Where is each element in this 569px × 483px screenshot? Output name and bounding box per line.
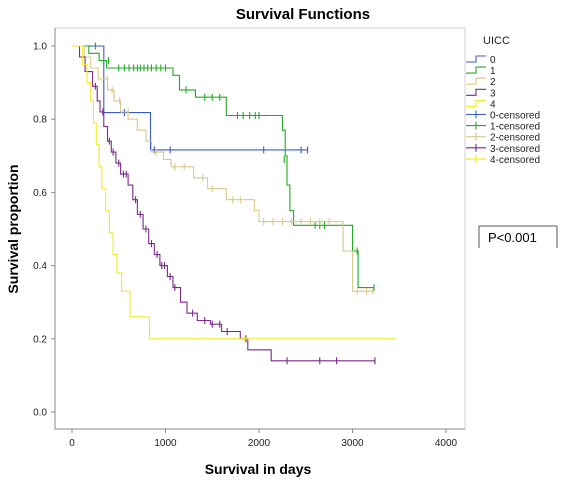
uicc-0-series bbox=[72, 45, 309, 154]
legend: UICC 012340-censored1-censored2-censored… bbox=[466, 35, 540, 166]
legend-swatch-uicc-1 bbox=[466, 66, 486, 74]
y-tick-label: 0.4 bbox=[33, 261, 47, 272]
uicc-0-survival-line bbox=[72, 45, 308, 151]
uicc-4-survival-line bbox=[72, 45, 397, 340]
legend-swatch-uicc-0 bbox=[466, 55, 486, 63]
uicc-2-survival-line bbox=[72, 45, 374, 292]
legend-label-uicc-0-censored: 0-censored bbox=[490, 111, 540, 122]
legend-label-uicc-4-censored: 4-censored bbox=[490, 155, 540, 166]
legend-label-uicc-2: 2 bbox=[490, 77, 496, 88]
x-tick-label: 3000 bbox=[341, 438, 364, 449]
y-tick-label: 0.6 bbox=[33, 188, 47, 199]
legend-label-uicc-1-censored: 1-censored bbox=[490, 122, 540, 133]
legend-items: 012340-censored1-censored2-censored3-cen… bbox=[466, 55, 540, 166]
legend-label-uicc-3-censored: 3-censored bbox=[490, 144, 540, 155]
uicc-2-series bbox=[72, 45, 374, 295]
legend-label-uicc-1: 1 bbox=[490, 66, 496, 77]
uicc-1-survival-line bbox=[72, 45, 374, 289]
p-value-box: P<0.001 bbox=[478, 225, 558, 248]
survival-curves bbox=[72, 42, 397, 365]
y-tick-label: 1.0 bbox=[33, 42, 47, 53]
plot-area-border bbox=[54, 27, 466, 430]
x-tick-label: 4000 bbox=[435, 438, 458, 449]
x-axis-label: Survival in days bbox=[205, 461, 312, 477]
legend-label-uicc-3: 3 bbox=[490, 88, 496, 99]
axes: 0 1000 2000 3000 4000 0.0 0.2 0.4 0.6 0.8 1.0 bbox=[33, 28, 465, 449]
uicc-3-survival-line bbox=[72, 45, 375, 362]
x-tick-label: 1000 bbox=[154, 438, 177, 449]
p-value-annotation: P<0.001 bbox=[488, 230, 537, 245]
x-tick-label: 0 bbox=[69, 438, 75, 449]
chart-title: Survival Functions bbox=[236, 6, 370, 23]
legend-swatch-uicc-4 bbox=[466, 99, 486, 107]
uicc-3-series bbox=[72, 45, 376, 365]
plot-frame bbox=[54, 27, 466, 430]
legend-title: UICC bbox=[483, 35, 510, 47]
uicc-1-series bbox=[72, 42, 375, 292]
legend-label-uicc-2-censored: 2-censored bbox=[490, 133, 540, 144]
y-tick-label: 0.8 bbox=[33, 115, 47, 126]
y-tick-label: 0.2 bbox=[33, 334, 47, 345]
legend-swatch-uicc-3 bbox=[466, 88, 486, 96]
legend-label-uicc-0: 0 bbox=[490, 55, 496, 66]
y-axis-label: Survival proportion bbox=[5, 164, 21, 293]
y-tick-label: 0.0 bbox=[33, 408, 47, 419]
x-tick-label: 2000 bbox=[248, 438, 271, 449]
uicc-4-series bbox=[72, 45, 397, 343]
legend-swatch-uicc-2 bbox=[466, 77, 486, 85]
legend-label-uicc-4: 4 bbox=[490, 99, 496, 110]
